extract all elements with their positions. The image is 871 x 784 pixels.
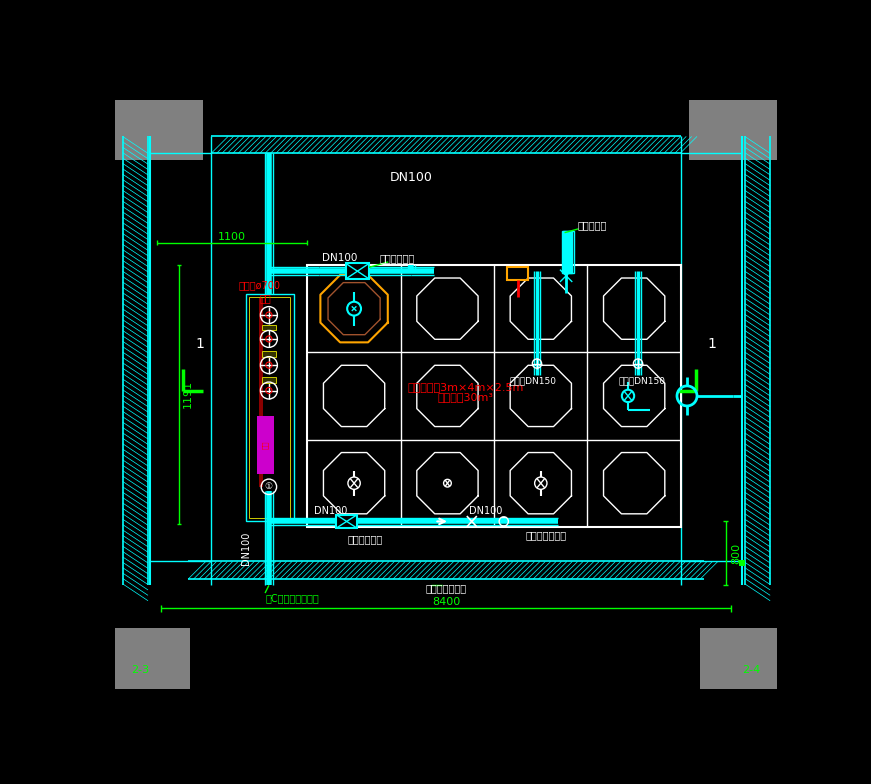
Bar: [262, 325, 276, 331]
Text: 电控遥控浮球阀: 电控遥控浮球阀: [525, 530, 567, 540]
Bar: [507, 267, 529, 280]
Text: 箱顶: 箱顶: [260, 293, 271, 303]
Text: 紫外线消毒器: 紫外线消毒器: [348, 534, 382, 544]
Text: DN100: DN100: [314, 506, 348, 517]
Text: 稀壁液位计: 稀壁液位计: [577, 220, 607, 230]
Text: 1191: 1191: [183, 380, 193, 408]
Text: 800: 800: [732, 543, 741, 564]
Text: 自来水水箱3m×4m×2.5m: 自来水水箱3m×4m×2.5m: [407, 382, 523, 392]
Text: DN100: DN100: [469, 506, 503, 517]
Bar: [739, 560, 745, 566]
Text: 紫外线消毒器: 紫外线消毒器: [380, 253, 415, 263]
Bar: [259, 298, 263, 487]
Bar: [336, 514, 357, 528]
Bar: [262, 377, 276, 383]
Text: 2-4: 2-4: [743, 665, 760, 675]
Text: 接C泵低区供水系统: 接C泵低区供水系统: [265, 593, 319, 604]
Text: 2-3: 2-3: [132, 665, 149, 675]
Text: 1: 1: [707, 337, 716, 351]
Bar: [246, 294, 294, 521]
Text: 1100: 1100: [218, 231, 246, 241]
Bar: [563, 231, 572, 274]
Ellipse shape: [120, 659, 160, 681]
Bar: [115, 100, 204, 160]
Text: DN100: DN100: [322, 253, 357, 263]
Text: DN100: DN100: [240, 532, 251, 565]
Text: 接市政供水管道: 接市政供水管道: [425, 583, 467, 593]
Text: 1: 1: [195, 337, 204, 351]
Text: DN100: DN100: [390, 171, 433, 183]
Bar: [700, 628, 777, 689]
Text: 压力: 压力: [262, 440, 269, 448]
Bar: [257, 416, 274, 474]
Text: 8400: 8400: [432, 597, 460, 608]
Text: 溢流管DN150: 溢流管DN150: [618, 376, 665, 385]
Bar: [262, 351, 276, 357]
Text: ①: ①: [265, 482, 273, 492]
Ellipse shape: [732, 659, 772, 681]
Bar: [249, 297, 290, 518]
Bar: [115, 628, 191, 689]
Bar: [307, 265, 681, 527]
Text: 检修孔ø700: 检修孔ø700: [239, 280, 280, 290]
Bar: [689, 100, 777, 160]
Text: 有效容积30m³: 有效容积30m³: [437, 392, 493, 401]
Text: 泄水管DN150: 泄水管DN150: [510, 376, 557, 385]
Bar: [346, 263, 369, 279]
Bar: [562, 231, 574, 274]
